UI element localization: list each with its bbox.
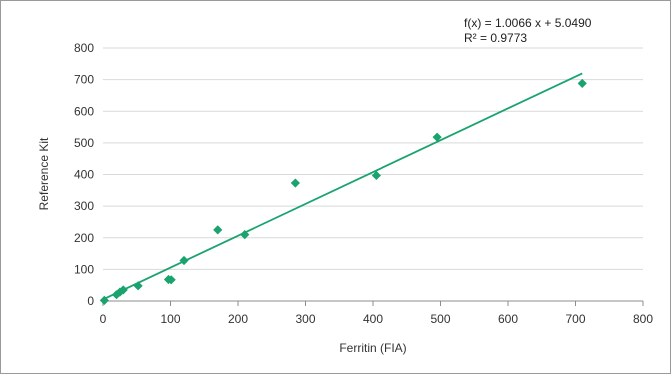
data-point [371,170,381,181]
data-point [432,132,442,142]
x-axis-label: Ferritin (FIA) [339,341,406,355]
data-point [213,225,223,235]
y-tick-label: 500 [74,136,94,150]
grid-lines [103,47,643,270]
y-tick-label: 700 [74,73,94,87]
data-point [290,178,300,188]
x-tick-label: 200 [228,312,248,326]
x-tick-label: 0 [100,312,107,326]
data-point [577,78,587,89]
data-point [179,255,189,266]
y-tick-label: 400 [74,168,94,182]
data-point [240,229,250,240]
y-tick-label: 100 [74,262,94,276]
y-tick-label: 800 [74,41,94,55]
y-tick-label: 0 [87,294,94,308]
x-tick-label: 100 [160,312,180,326]
y-tick-label: 600 [74,104,94,118]
data-point [115,287,125,297]
trendline-equation: f(x) = 1.0066 x + 5.0490 [464,16,592,30]
x-tick-labels: 0 100 200 300 400 500 600 700 800 [100,312,654,326]
y-tick-labels: 0 100 200 300 400 500 600 700 800 [74,41,94,308]
data-point [133,281,143,291]
data-points [99,78,587,305]
data-point [118,285,128,295]
x-tick-label: 400 [363,312,383,326]
data-point [166,275,176,285]
x-tick-label: 300 [295,312,315,326]
r-squared-label: R² = 0.9773 [464,31,527,45]
data-point [111,290,122,300]
x-tick-label: 600 [498,312,518,326]
x-tick-label: 800 [633,312,653,326]
y-axis-label: Reference Kit [37,137,51,210]
x-tick-label: 700 [565,312,585,326]
y-tick-label: 200 [74,231,94,245]
y-tick-label: 300 [74,199,94,213]
x-tick-label: 500 [430,312,450,326]
data-point [99,295,109,305]
